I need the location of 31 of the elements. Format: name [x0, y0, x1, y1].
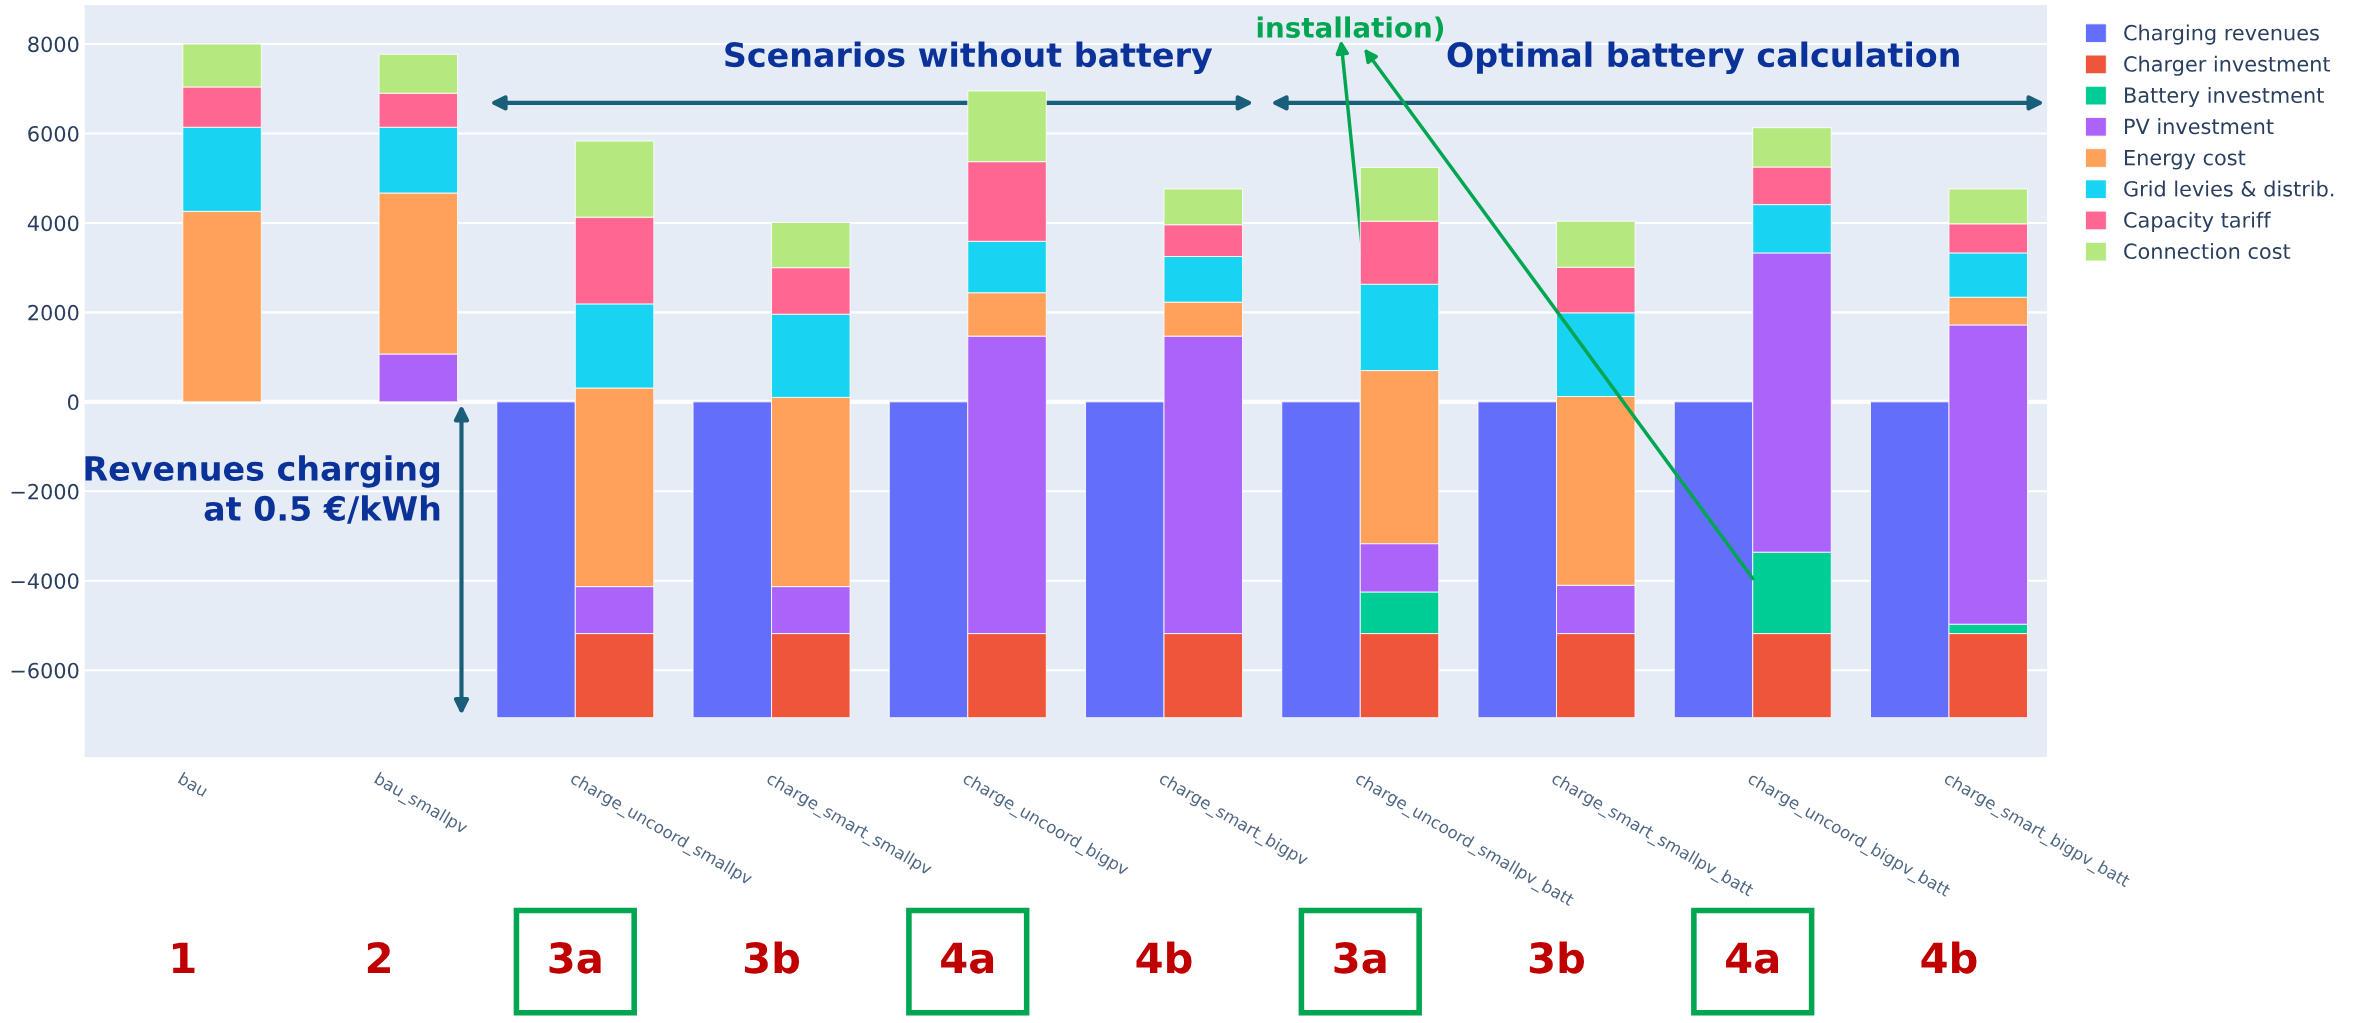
text: 3b	[1529, 941, 1585, 974]
text: 4b	[1136, 941, 1192, 974]
y-tick-label: 4000	[27, 215, 79, 232]
text: 3b	[744, 941, 800, 974]
text: 3a	[549, 942, 601, 974]
legend-label: Energy cost	[2125, 149, 2246, 170]
legend-label: Grid levies & distrib.	[2124, 180, 2334, 197]
legend-label: Connection cost	[2124, 242, 2291, 260]
annotation: Optimal battery calculation	[1447, 41, 1959, 75]
x-tick-label: bau	[177, 771, 209, 797]
text: 4b	[1921, 941, 1977, 974]
annotation: Revenues charging at 0.5 €/kWh	[85, 455, 440, 524]
y-tick-label: −4000	[11, 573, 79, 589]
legend-label: PV investment	[2125, 118, 2274, 135]
text: 4a	[1726, 942, 1779, 974]
legend-label: Charging revenues	[2124, 24, 2319, 45]
text: 1	[173, 942, 195, 974]
y-tick-label: 0	[67, 394, 79, 411]
annotation: Scenarios without battery	[725, 41, 1213, 75]
y-tick-label: 6000	[28, 125, 79, 142]
y-tick-label: 2000	[28, 304, 79, 321]
annotation: installation)	[1257, 16, 1444, 42]
y-tick-label: 8000	[28, 36, 79, 53]
text: 2	[367, 942, 390, 974]
legend-label: Capacity tariff	[2124, 211, 2271, 232]
legend-label: Battery investment	[2125, 86, 2324, 108]
y-tick-label: −6000	[11, 662, 79, 679]
y-tick-label: −2000	[11, 483, 79, 500]
text: 3a	[1334, 942, 1386, 974]
text: 4a	[941, 942, 994, 974]
legend-label: Charger investment	[2124, 55, 2331, 76]
